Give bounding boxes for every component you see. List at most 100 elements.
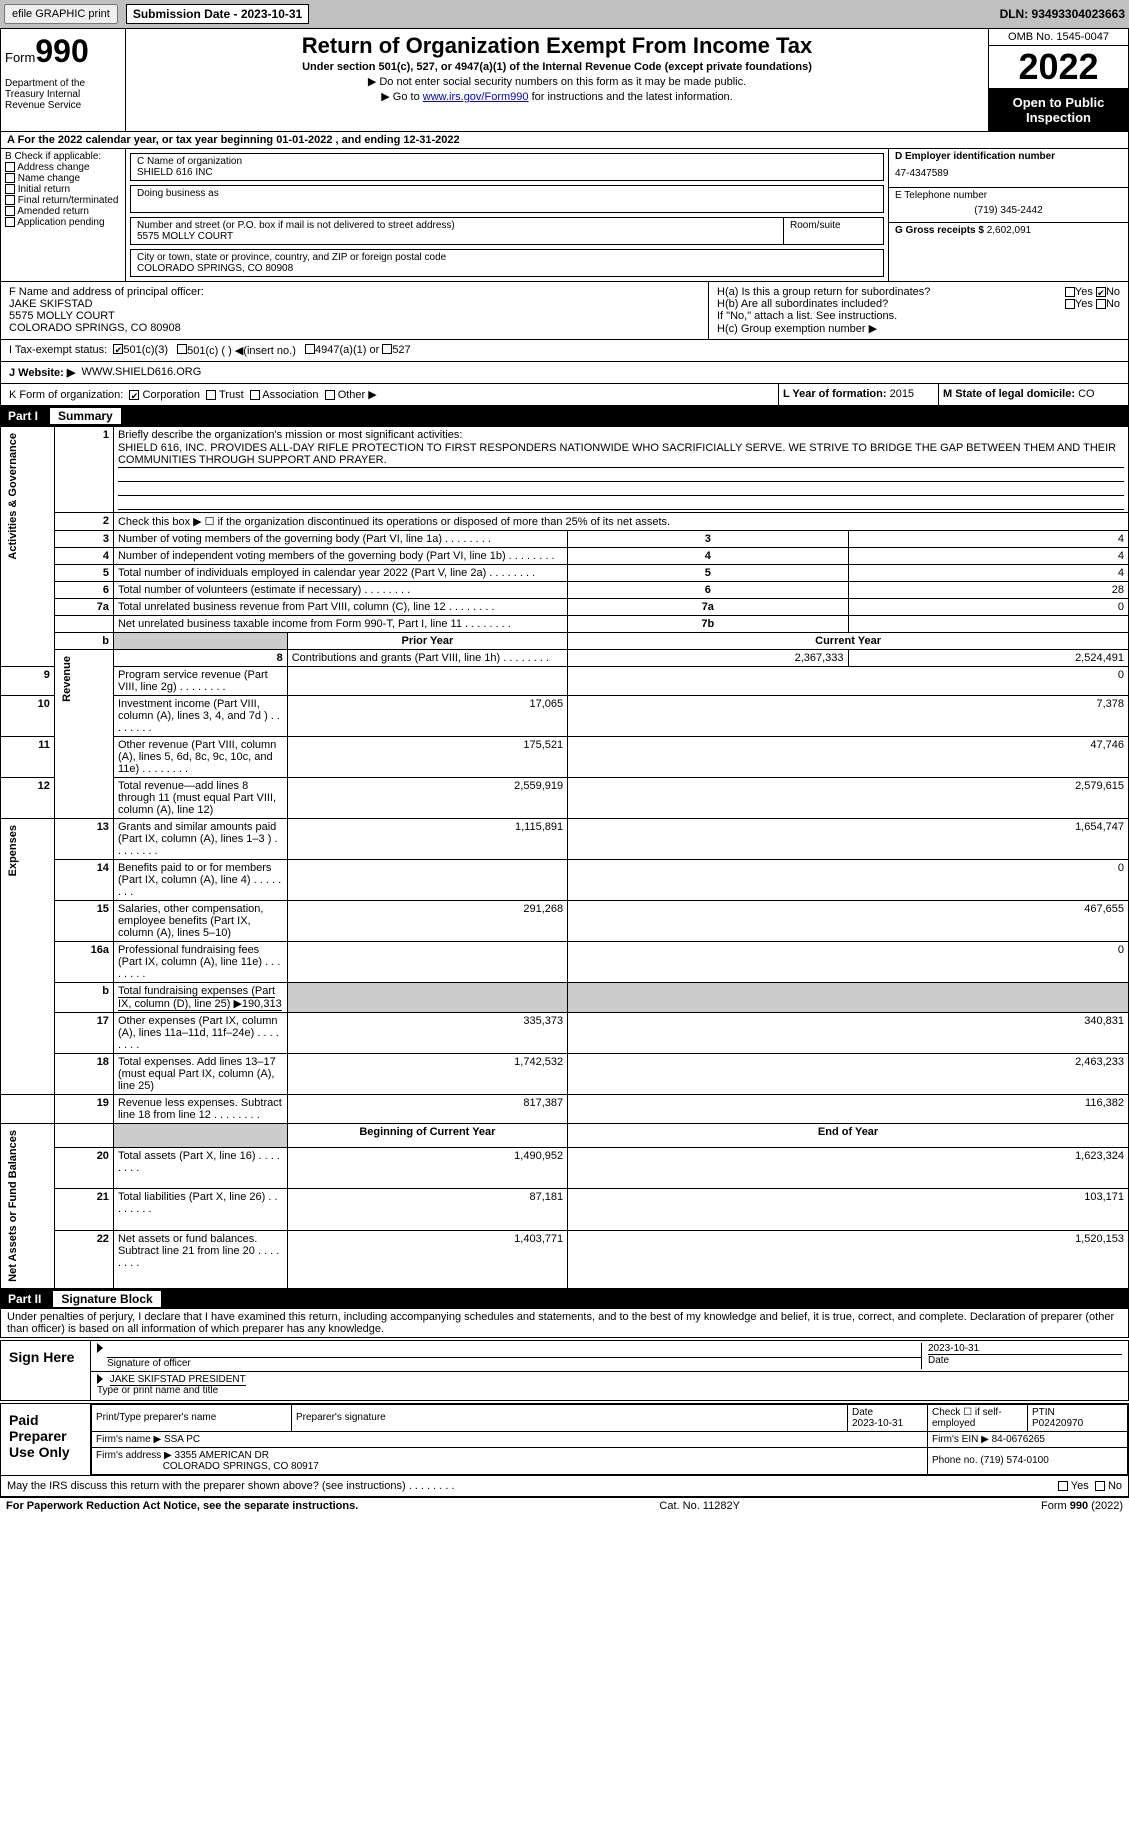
goto-note: ▶ Go to www.irs.gov/Form990 for instruct… (130, 90, 984, 103)
l21: Total liabilities (Part X, line 26) (118, 1191, 278, 1215)
sig-date: 2023-10-31 (928, 1343, 1122, 1354)
officer-addr2: COLORADO SPRINGS, CO 80908 (9, 322, 700, 334)
i-label: I Tax-exempt status: (9, 344, 107, 357)
ein-label: D Employer identification number (895, 151, 1122, 162)
footer: For Paperwork Reduction Act Notice, see … (0, 1497, 1129, 1514)
section-f: F Name and address of principal officer:… (1, 282, 708, 339)
form-header: Form990 Department of the Treasury Inter… (0, 28, 1129, 132)
m-val: CO (1078, 388, 1095, 400)
cb-other[interactable] (325, 390, 335, 400)
declaration: Under penalties of perjury, I declare th… (0, 1309, 1129, 1338)
open-inspection: Open to Public Inspection (989, 89, 1128, 131)
check-self: Check ☐ if self-employed (928, 1404, 1028, 1431)
city: COLORADO SPRINGS, CO 80908 (137, 263, 877, 274)
form-number: 990 (35, 33, 88, 69)
l1-label: Briefly describe the organization's miss… (118, 429, 1124, 441)
cb-final-return[interactable] (5, 195, 15, 205)
prep-date: 2023-10-31 (852, 1418, 903, 1429)
cb-assoc[interactable] (250, 390, 260, 400)
irs-link[interactable]: www.irs.gov/Form990 (423, 91, 529, 103)
ptin: P02420970 (1032, 1418, 1083, 1429)
cb-address-change[interactable] (5, 162, 15, 172)
tax-year: 2022 (989, 46, 1128, 89)
submission-date: Submission Date - 2023-10-31 (126, 4, 309, 24)
cb-irs-yes[interactable] (1058, 1481, 1068, 1491)
cb-amended[interactable] (5, 206, 15, 216)
l16b: Total fundraising expenses (Part IX, col… (118, 985, 282, 1011)
phone-label: E Telephone number (895, 190, 1122, 201)
dept-treasury: Department of the Treasury Internal Reve… (5, 78, 121, 111)
efile-print-button[interactable]: efile GRAPHIC print (4, 4, 118, 24)
firm-name: SSA PC (164, 1434, 200, 1445)
addr: 5575 MOLLY COURT (137, 231, 777, 242)
form-title: Return of Organization Exempt From Incom… (130, 33, 984, 59)
l5: Total number of individuals employed in … (118, 567, 535, 579)
type-name-label: Type or print name and title (97, 1385, 218, 1396)
addr-label: Number and street (or P.O. box if mail i… (137, 220, 777, 231)
prep-sig-label: Preparer's signature (292, 1404, 848, 1431)
part1-header: Part ISummary (0, 406, 1129, 426)
cb-ha-yes[interactable] (1065, 287, 1075, 297)
cb-hb-yes[interactable] (1065, 299, 1075, 309)
cb-name-change[interactable] (5, 173, 15, 183)
l9: Program service revenue (Part VIII, line… (118, 669, 268, 693)
prep-name-label: Print/Type preparer's name (92, 1404, 292, 1431)
cb-trust[interactable] (206, 390, 216, 400)
officer-addr1: 5575 MOLLY COURT (9, 310, 700, 322)
city-label: City or town, state or province, country… (137, 252, 877, 263)
sig-officer-label: Signature of officer (107, 1357, 921, 1369)
omb-number: OMB No. 1545-0047 (989, 29, 1128, 46)
cb-corp[interactable] (129, 390, 139, 400)
side-expenses: Expenses (5, 821, 21, 880)
cb-501c[interactable] (177, 344, 187, 354)
org-name: SHIELD 616 INC (137, 167, 877, 178)
summary-table: Activities & Governance 1 Briefly descri… (0, 426, 1129, 1289)
may-irs: May the IRS discuss this return with the… (7, 1480, 455, 1492)
caret-icon (97, 1343, 103, 1353)
paid-preparer-block: Paid Preparer Use Only Print/Type prepar… (0, 1403, 1129, 1476)
form-label: Form (5, 50, 35, 65)
l7b: Net unrelated business taxable income fr… (118, 618, 511, 630)
org-name-label: C Name of organization (137, 156, 877, 167)
l6: Total number of volunteers (estimate if … (118, 584, 410, 596)
ssn-note: ▶ Do not enter social security numbers o… (130, 75, 984, 88)
cb-527[interactable] (382, 344, 392, 354)
l16a: Professional fundraising fees (Part IX, … (118, 944, 280, 980)
dba-label: Doing business as (137, 188, 877, 199)
gross-val: 2,602,091 (987, 225, 1032, 236)
firm-phone: (719) 574-0100 (980, 1455, 1048, 1466)
cb-hb-no[interactable] (1096, 299, 1106, 309)
cb-irs-no[interactable] (1095, 1481, 1105, 1491)
l22: Net assets or fund balances. Subtract li… (118, 1233, 279, 1269)
l19: Revenue less expenses. Subtract line 18 … (118, 1097, 282, 1121)
l2: Check this box ▶ ☐ if the organization d… (113, 513, 1128, 531)
l12: Total revenue—add lines 8 through 11 (mu… (118, 780, 276, 816)
l8: Contributions and grants (Part VIII, lin… (292, 652, 549, 664)
section-c: C Name of organization SHIELD 616 INC Do… (126, 149, 888, 281)
b-label: B Check if applicable: (5, 151, 121, 162)
cb-501c3[interactable] (113, 344, 123, 354)
l14: Benefits paid to or for members (Part IX… (118, 862, 281, 898)
part2-header: Part IISignature Block (0, 1289, 1129, 1309)
cb-ha-no[interactable] (1096, 287, 1106, 297)
l4: Number of independent voting members of … (118, 550, 555, 562)
mission-text: SHIELD 616, INC. PROVIDES ALL-DAY RIFLE … (118, 441, 1124, 468)
l-val: 2015 (890, 388, 914, 400)
dln: DLN: 93493304023663 (1000, 7, 1125, 21)
section-bcd: B Check if applicable: Address change Na… (0, 149, 1129, 282)
ein: 47-4347589 (895, 162, 1122, 185)
side-revenue: Revenue (59, 652, 75, 706)
cb-initial-return[interactable] (5, 184, 15, 194)
caret-icon (97, 1374, 103, 1384)
section-h: H(a) Is this a group return for subordin… (708, 282, 1128, 339)
f-label: F Name and address of principal officer: (9, 286, 700, 298)
form-ref: Form 990 (2022) (1041, 1500, 1123, 1512)
l11: Other revenue (Part VIII, column (A), li… (118, 739, 276, 775)
firm-ein: 84-0676265 (992, 1434, 1045, 1445)
cb-4947[interactable] (305, 344, 315, 354)
section-a: A For the 2022 calendar year, or tax yea… (0, 132, 1129, 149)
l-label: L Year of formation: (783, 388, 887, 400)
section-deg: D Employer identification number47-43475… (888, 149, 1128, 281)
firm-city: COLORADO SPRINGS, CO 80917 (163, 1461, 319, 1472)
cb-app-pending[interactable] (5, 217, 15, 227)
